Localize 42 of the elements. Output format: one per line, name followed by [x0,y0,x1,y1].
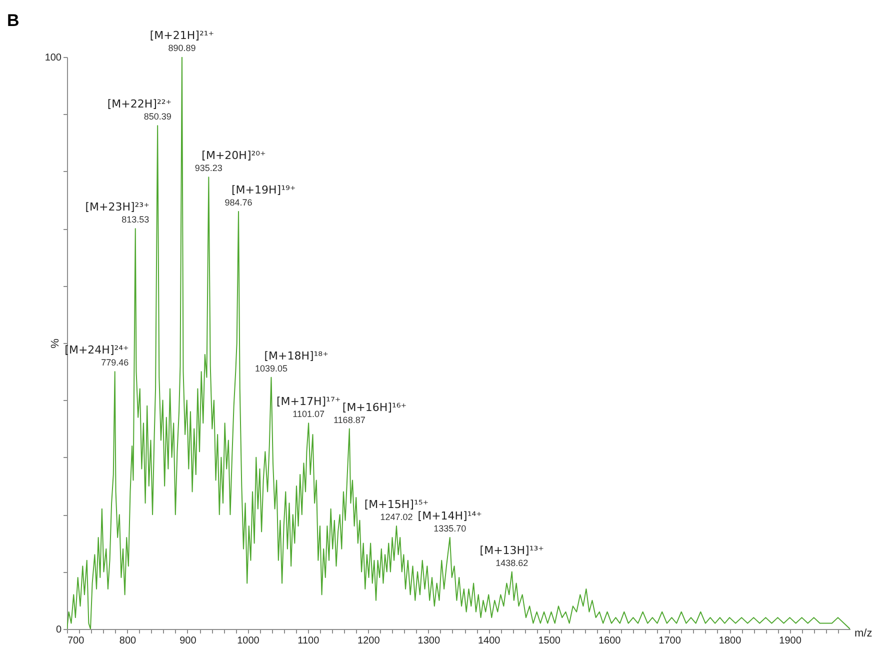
annotation: 1039.05 [254,363,288,374]
annotation: 1438.62 [496,558,528,568]
x-tick-label: 1600 [598,636,622,646]
annotation: 779.46 [101,358,129,368]
x-tick-label: 1400 [478,636,501,646]
annotation: 890.89 [168,43,196,53]
annotation: [M+21H]²¹⁺ [150,29,214,42]
x-tick-label: 1500 [538,636,561,646]
chart-title: B [7,11,20,30]
x-tick-label: 700 [68,636,85,646]
annotation: 1335.70 [434,523,466,534]
annotation: [M+18H]¹⁸⁺ [264,349,329,362]
y-tick-label: 100 [44,52,62,64]
annotation: [M+14H]¹⁴⁺ [418,509,482,522]
annotation: 1168.87 [333,414,366,425]
annotation: [M+17H]¹⁷⁺ [276,395,341,408]
y-tick-label: 0 [56,624,62,636]
annotation: 850.39 [144,112,172,122]
y-axis-title: % [50,338,62,348]
x-tick-label: 1800 [718,636,742,646]
annotation: 935.23 [194,163,222,174]
x-axis-title: m/z [854,628,872,640]
x-tick-label: 1300 [418,636,440,646]
annotation: [M+22H]²²⁺ [107,98,172,111]
annotation: [M+23H]²³⁺ [85,200,150,214]
annotation: 1247.02 [380,512,413,522]
annotation: [M+20H]²⁰⁺ [202,149,266,162]
x-tick-label: 800 [119,636,137,646]
x-tick-label: 1200 [358,636,380,646]
x-tick-label: 900 [180,636,197,646]
x-tick-label: 1900 [779,636,802,646]
annotation: [M+19H]¹⁹⁺ [232,183,296,196]
x-tick-label: 1000 [237,636,260,646]
x-tick-label: 1700 [658,636,682,646]
annotation: 1101.07 [292,409,325,420]
annotation: [M+15H]¹⁵⁺ [364,498,429,512]
annotation: 813.53 [122,214,150,225]
annotation: [M+13H]¹³⁺ [480,544,544,557]
annotation: [M+24H]²⁴⁺ [64,344,130,357]
annotation: [M+16H]¹⁶⁺ [342,400,407,414]
annotation: 984.76 [224,197,252,208]
x-tick-label: 1100 [298,636,320,646]
